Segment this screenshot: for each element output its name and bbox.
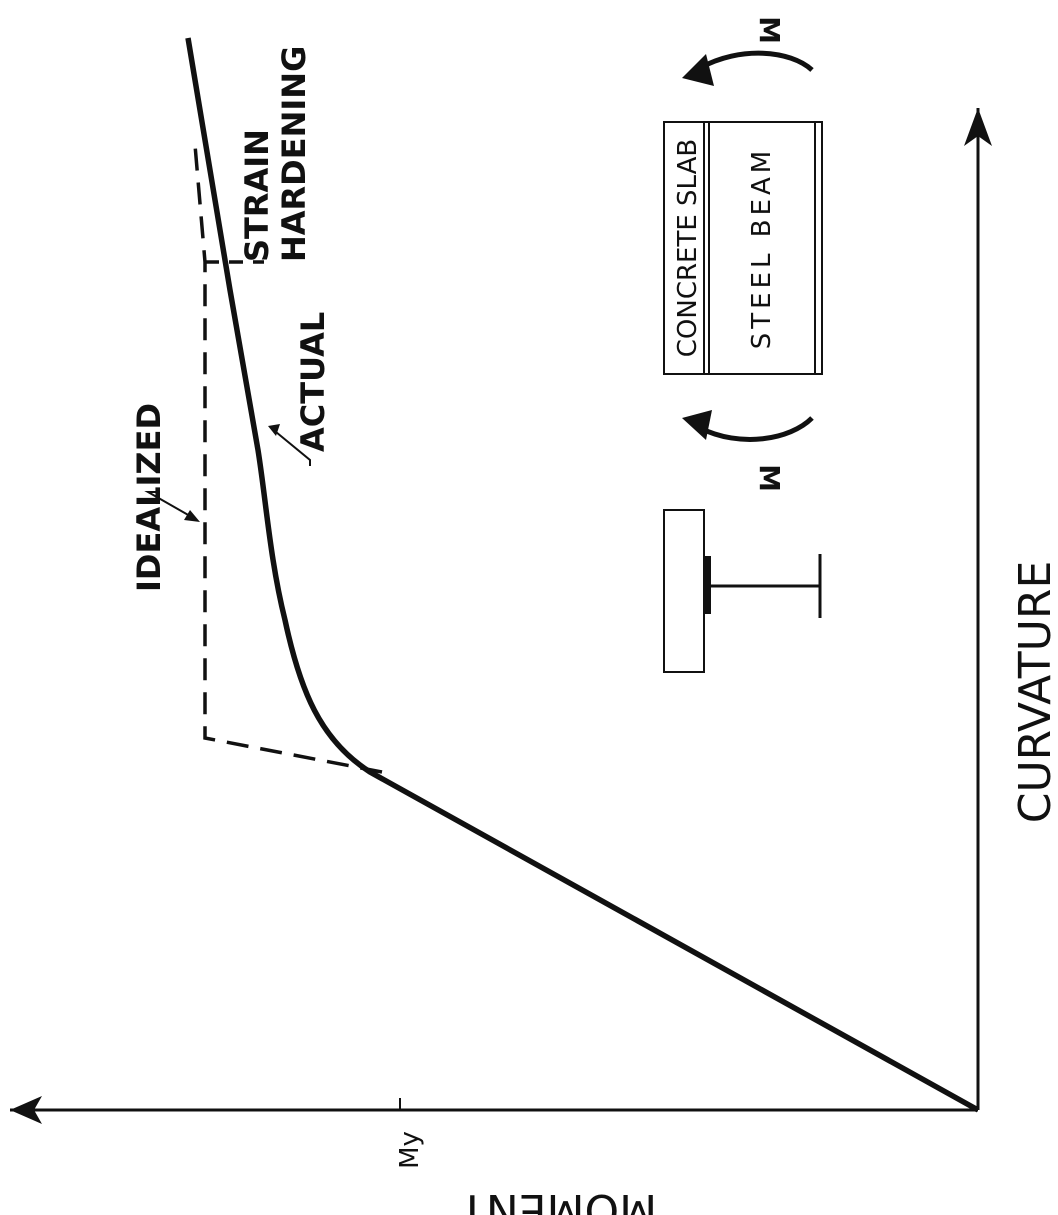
moment-axis-arrowhead: [10, 1096, 42, 1124]
moment-label-left: M: [753, 464, 786, 492]
moment-arrow-right: [698, 50, 814, 72]
idealized-leader-arrowhead: [184, 510, 200, 522]
concrete-slab-label: CONCRETE SLAB: [673, 139, 703, 358]
tsection-slab: [663, 509, 705, 673]
strain-label: STRAIN: [238, 129, 276, 262]
idealized-curve: [193, 144, 383, 774]
idealized-label: IDEALIZED: [130, 403, 168, 592]
svg-text:MOMENT: MOMENT: [459, 1184, 657, 1215]
moment-label-right: M: [753, 16, 786, 44]
svg-text:M: M: [753, 16, 786, 44]
beam-elevation: [663, 121, 823, 375]
moment-arrow-left: [698, 416, 814, 442]
y-axis-title: CURVATURE: [1010, 561, 1058, 824]
moment-arrow-right-head: [682, 54, 714, 86]
actual-leader-arrowhead: [268, 424, 280, 436]
moment-axis-title: MOMENT: [459, 1184, 657, 1215]
steel-beam-label: STEEL BEAM: [747, 147, 777, 349]
svg-text:HARDENING: HARDENING: [275, 46, 313, 262]
svg-text:My: My: [395, 1131, 425, 1169]
svg-text:CURVATURE: CURVATURE: [1010, 561, 1058, 824]
svg-text:IDEALIZED: IDEALIZED: [130, 403, 168, 592]
svg-text:ACTUAL: ACTUAL: [294, 312, 332, 452]
curvature-axis-arrowhead: [964, 108, 992, 146]
hardening-label: HARDENING: [275, 46, 313, 262]
actual-leader: [275, 431, 311, 466]
my-tick-label: My: [395, 1131, 425, 1169]
idealized-leader: [144, 491, 191, 517]
actual-label: ACTUAL: [294, 312, 332, 452]
svg-text:STEEL BEAM: STEEL BEAM: [747, 147, 777, 349]
actual-curve: [185, 37, 980, 1113]
svg-text:CONCRETE SLAB: CONCRETE SLAB: [673, 139, 703, 358]
svg-text:M: M: [753, 464, 786, 492]
moment-arrow-left-head: [682, 410, 712, 440]
svg-text:STRAIN: STRAIN: [238, 129, 276, 262]
